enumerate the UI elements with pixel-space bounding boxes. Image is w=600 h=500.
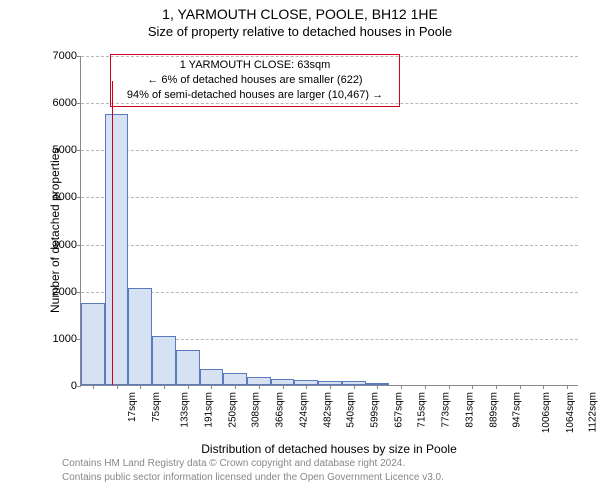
gridline [81,150,578,151]
ytick-label: 5000 [49,144,77,156]
xtick-label: 191sqm [204,392,215,428]
plot-area: 0100020003000400050006000700017sqm75sqm1… [80,56,578,386]
xtick-mark [211,385,212,389]
ytick-label: 4000 [49,191,77,203]
ytick-label: 7000 [49,50,77,62]
xtick-mark [330,385,331,389]
attribution-line-2: Contains public sector information licen… [62,472,444,483]
x-axis-label: Distribution of detached houses by size … [80,442,578,456]
xtick-mark [472,385,473,389]
xtick-mark [425,385,426,389]
gridline [81,292,578,293]
histogram-bar [247,377,271,385]
xtick-mark [520,385,521,389]
xtick-label: 250sqm [227,392,238,428]
xtick-label: 424sqm [298,392,309,428]
xtick-label: 308sqm [251,392,262,428]
xtick-label: 599sqm [370,392,381,428]
page-subtitle: Size of property relative to detached ho… [0,22,600,39]
xtick-mark [140,385,141,389]
gridline [81,245,578,246]
gridline [81,56,578,57]
ytick-mark [77,386,81,387]
xtick-mark [188,385,189,389]
xtick-mark [235,385,236,389]
ytick-label: 1000 [49,333,77,345]
histogram-bar [200,369,224,385]
ytick-label: 6000 [49,97,77,109]
xtick-label: 75sqm [151,392,162,422]
ytick-label: 2000 [49,286,77,298]
xtick-label: 773sqm [441,392,452,428]
histogram-bar [105,114,129,385]
ytick-mark [77,56,81,57]
histogram-bar [128,288,152,385]
page-title: 1, YARMOUTH CLOSE, POOLE, BH12 1HE [0,0,600,22]
ytick-mark [77,103,81,104]
histogram-bar [176,350,200,385]
histogram-bar [223,373,247,385]
ytick-mark [77,245,81,246]
xtick-label: 540sqm [346,392,357,428]
ytick-label: 0 [49,380,77,392]
xtick-mark [377,385,378,389]
xtick-label: 1122sqm [588,392,599,432]
gridline [81,197,578,198]
xtick-mark [449,385,450,389]
xtick-mark [306,385,307,389]
chart-container: Number of detached properties 0100020003… [40,48,578,428]
xtick-label: 889sqm [488,392,499,428]
xtick-label: 133sqm [180,392,191,428]
xtick-label: 366sqm [275,392,286,428]
xtick-mark [164,385,165,389]
xtick-label: 17sqm [127,392,138,422]
xtick-mark [496,385,497,389]
xtick-mark [401,385,402,389]
xtick-label: 947sqm [512,392,523,428]
xtick-label: 482sqm [322,392,333,428]
ytick-label: 3000 [49,239,77,251]
histogram-bar [81,303,105,386]
attribution-line-1: Contains HM Land Registry data © Crown c… [62,458,405,469]
xtick-mark [567,385,568,389]
ytick-mark [77,197,81,198]
xtick-label: 1064sqm [565,392,576,433]
xtick-mark [259,385,260,389]
histogram-bar [152,336,176,386]
xtick-label: 715sqm [417,392,428,428]
xtick-mark [354,385,355,389]
xtick-label: 831sqm [464,392,475,428]
xtick-label: 1006sqm [541,392,552,433]
xtick-mark [93,385,94,389]
ytick-mark [77,150,81,151]
gridline [81,103,578,104]
xtick-label: 657sqm [393,392,404,428]
xtick-mark [117,385,118,389]
ytick-mark [77,292,81,293]
xtick-mark [283,385,284,389]
property-marker-line [112,81,113,385]
xtick-mark [543,385,544,389]
